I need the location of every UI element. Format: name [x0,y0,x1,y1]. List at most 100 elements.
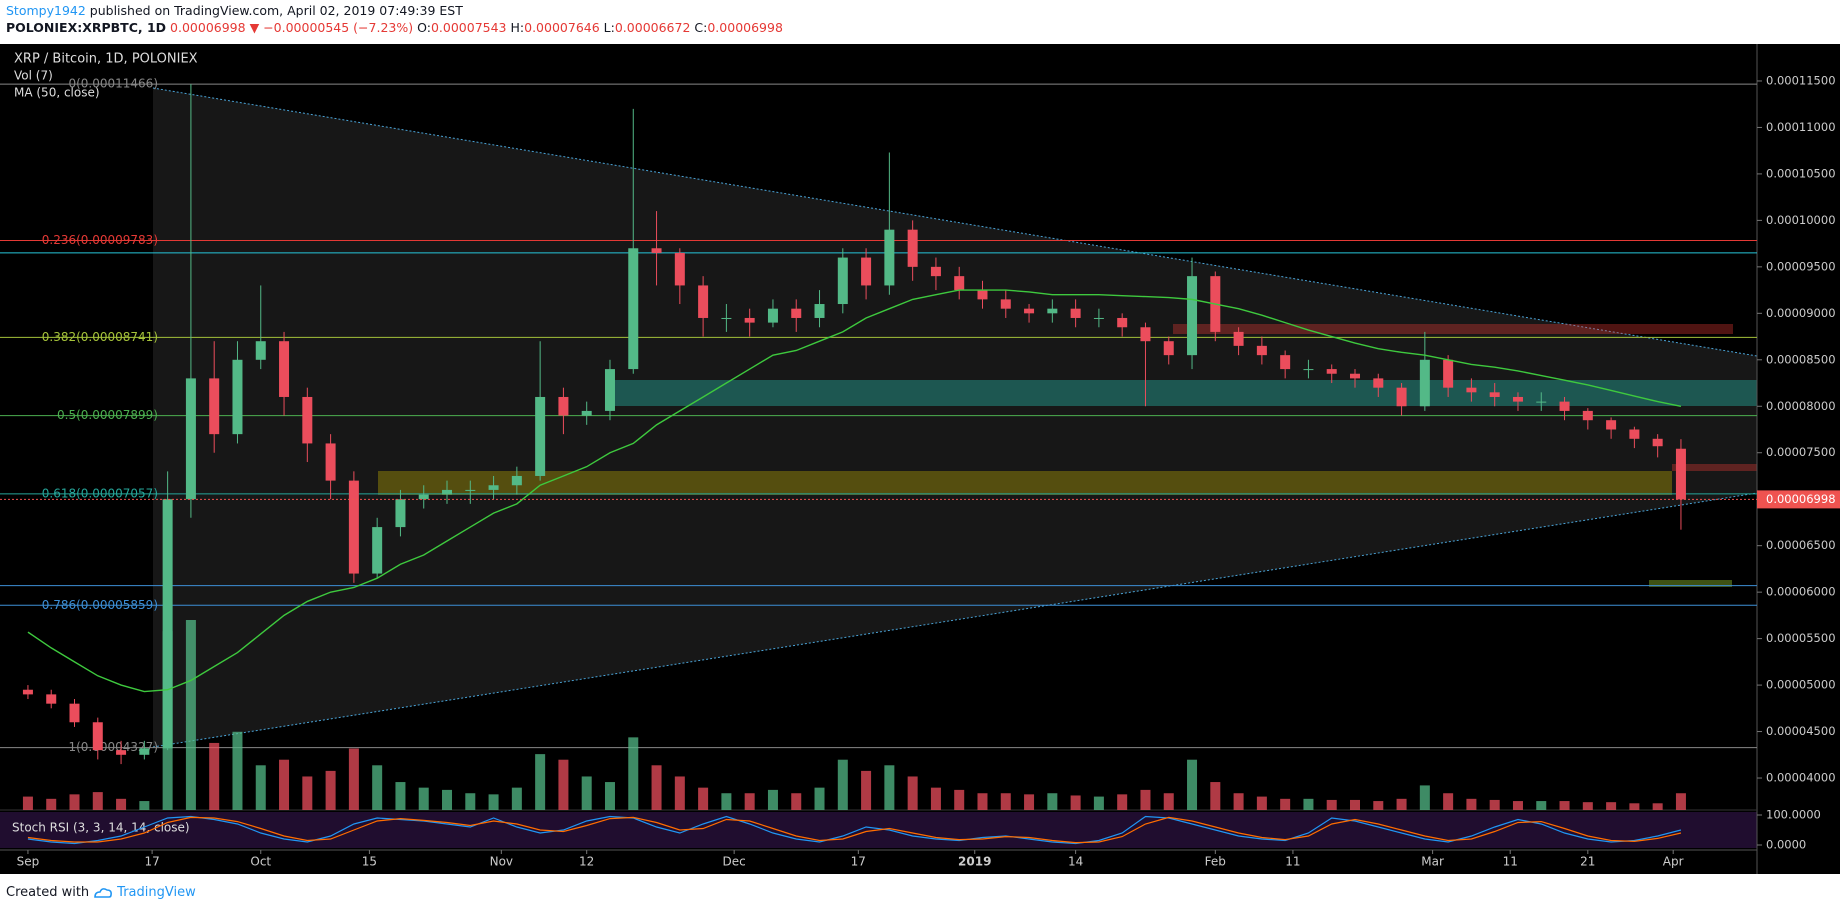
level-label: 1(0.00004327) [68,740,158,754]
candle-body [535,396,546,476]
ohlc-value: 0.00006998 [707,20,783,35]
header-row: POLONIEX:XRPBTC, 1D 0.00006998 ▼ −0.0000… [6,19,783,36]
volume-bar [721,793,732,810]
volume-bar [791,793,802,810]
level-label: 0.236(0.00009783) [42,233,158,247]
volume-bar [1675,793,1686,810]
volume-bar [1000,793,1011,810]
candle-body [139,748,150,755]
x-tick-label: Nov [490,855,513,869]
candle-body [325,443,336,481]
logo [94,887,113,898]
x-tick-label: 15 [362,855,377,869]
volume-bar [1466,798,1477,810]
volume-bar [1024,794,1035,810]
x-tick-label: Oct [250,855,271,869]
volume-bar [325,770,336,810]
zone [1173,324,1733,334]
candle-body [232,359,243,435]
volume-bar [1652,803,1663,810]
ohlc-value: 0.00007646 [524,20,600,35]
y-tick-label: 0.00011000 [1766,120,1836,134]
candle-body [1536,401,1547,403]
volume-bar [1303,798,1314,810]
volume-bar [1419,785,1430,810]
x-tick-label: 2019 [958,855,991,869]
volume-bar [185,620,196,810]
y-tick-label: 0.00009500 [1766,259,1836,273]
volume-bar [604,782,615,810]
candle-body [442,489,453,495]
y-tick-label: 0.00005000 [1766,678,1836,692]
volume-bar [1280,798,1291,810]
ohlc-label: H: [510,20,525,35]
x-tick-label: Sep [17,855,40,869]
candle-body [511,475,522,486]
volume-bar [139,801,150,810]
volume-bar [535,754,546,810]
candle-body [744,317,755,323]
volume-bar [465,793,476,810]
candle-body [1373,378,1384,388]
candle-body [1419,359,1430,407]
y-tick-label: 0.00011500 [1766,73,1836,87]
volume-bar [1582,802,1593,810]
candle-body [1140,327,1151,342]
author[interactable]: Stompy1942 [6,3,86,18]
volume-bar [1512,801,1523,810]
trend-line [152,87,1758,357]
last-price: 0.00006998 [170,20,246,35]
indicator-label: MA (50, close) [14,86,100,100]
candle-body [69,703,80,723]
volume-bar [651,765,662,810]
candle-body [1070,308,1081,318]
volume-bar [1117,794,1128,810]
chart-title: XRP / Bitcoin, 1D, POLONIEX [14,52,198,67]
y-tick-label: 0.00009000 [1766,306,1836,320]
y-tick-label: 100.0000 [1766,808,1821,822]
volume-bar [581,776,592,810]
candle-body [907,229,918,267]
volume-bar [628,737,639,810]
level-label: 0(0.00011466) [68,77,158,91]
volume-bar [1559,801,1570,810]
candle-body [1350,373,1361,379]
candle-body [1582,410,1593,421]
candle-body [395,499,406,528]
y-tick-label: 0.00010000 [1766,213,1836,227]
candle-body [279,341,290,397]
volume-bar [395,782,406,810]
volume-bar [1489,799,1500,810]
volume-bar [1140,789,1151,810]
volume-bar [861,770,872,810]
volume-bar [1093,796,1104,810]
brand[interactable]: TradingView [117,885,196,900]
y-tick-label: 0.00004500 [1766,724,1836,738]
volume-bar [232,731,243,810]
candle-body [1093,317,1104,319]
volume-bar [348,748,359,810]
x-tick-label: 12 [579,855,594,869]
candle-body [1489,392,1500,397]
y-tick-label: 0.00005500 [1766,631,1836,645]
candle-body [1559,401,1570,411]
current-price-box [1757,490,1840,509]
zone [378,471,1672,495]
published: published on TradingView.com, April 02, … [89,3,463,18]
y-tick-label: 0.00006000 [1766,585,1836,599]
candle-body [1512,396,1523,402]
arrow: ▼ [249,20,260,35]
volume-bar [511,787,522,810]
volume-bar [442,789,453,810]
x-tick-label: 21 [1580,855,1595,869]
candle-body [884,229,895,286]
x-tick-label: 17 [851,855,866,869]
x-tick-label: Dec [723,855,746,869]
candle-body [1396,387,1407,407]
candle-body [1466,387,1477,393]
volume-bar [674,776,685,810]
x-tick-label: 17 [144,855,159,869]
candle-body [930,266,941,277]
candle-body [92,722,103,751]
ohlc-value: 0.00006672 [614,20,691,35]
